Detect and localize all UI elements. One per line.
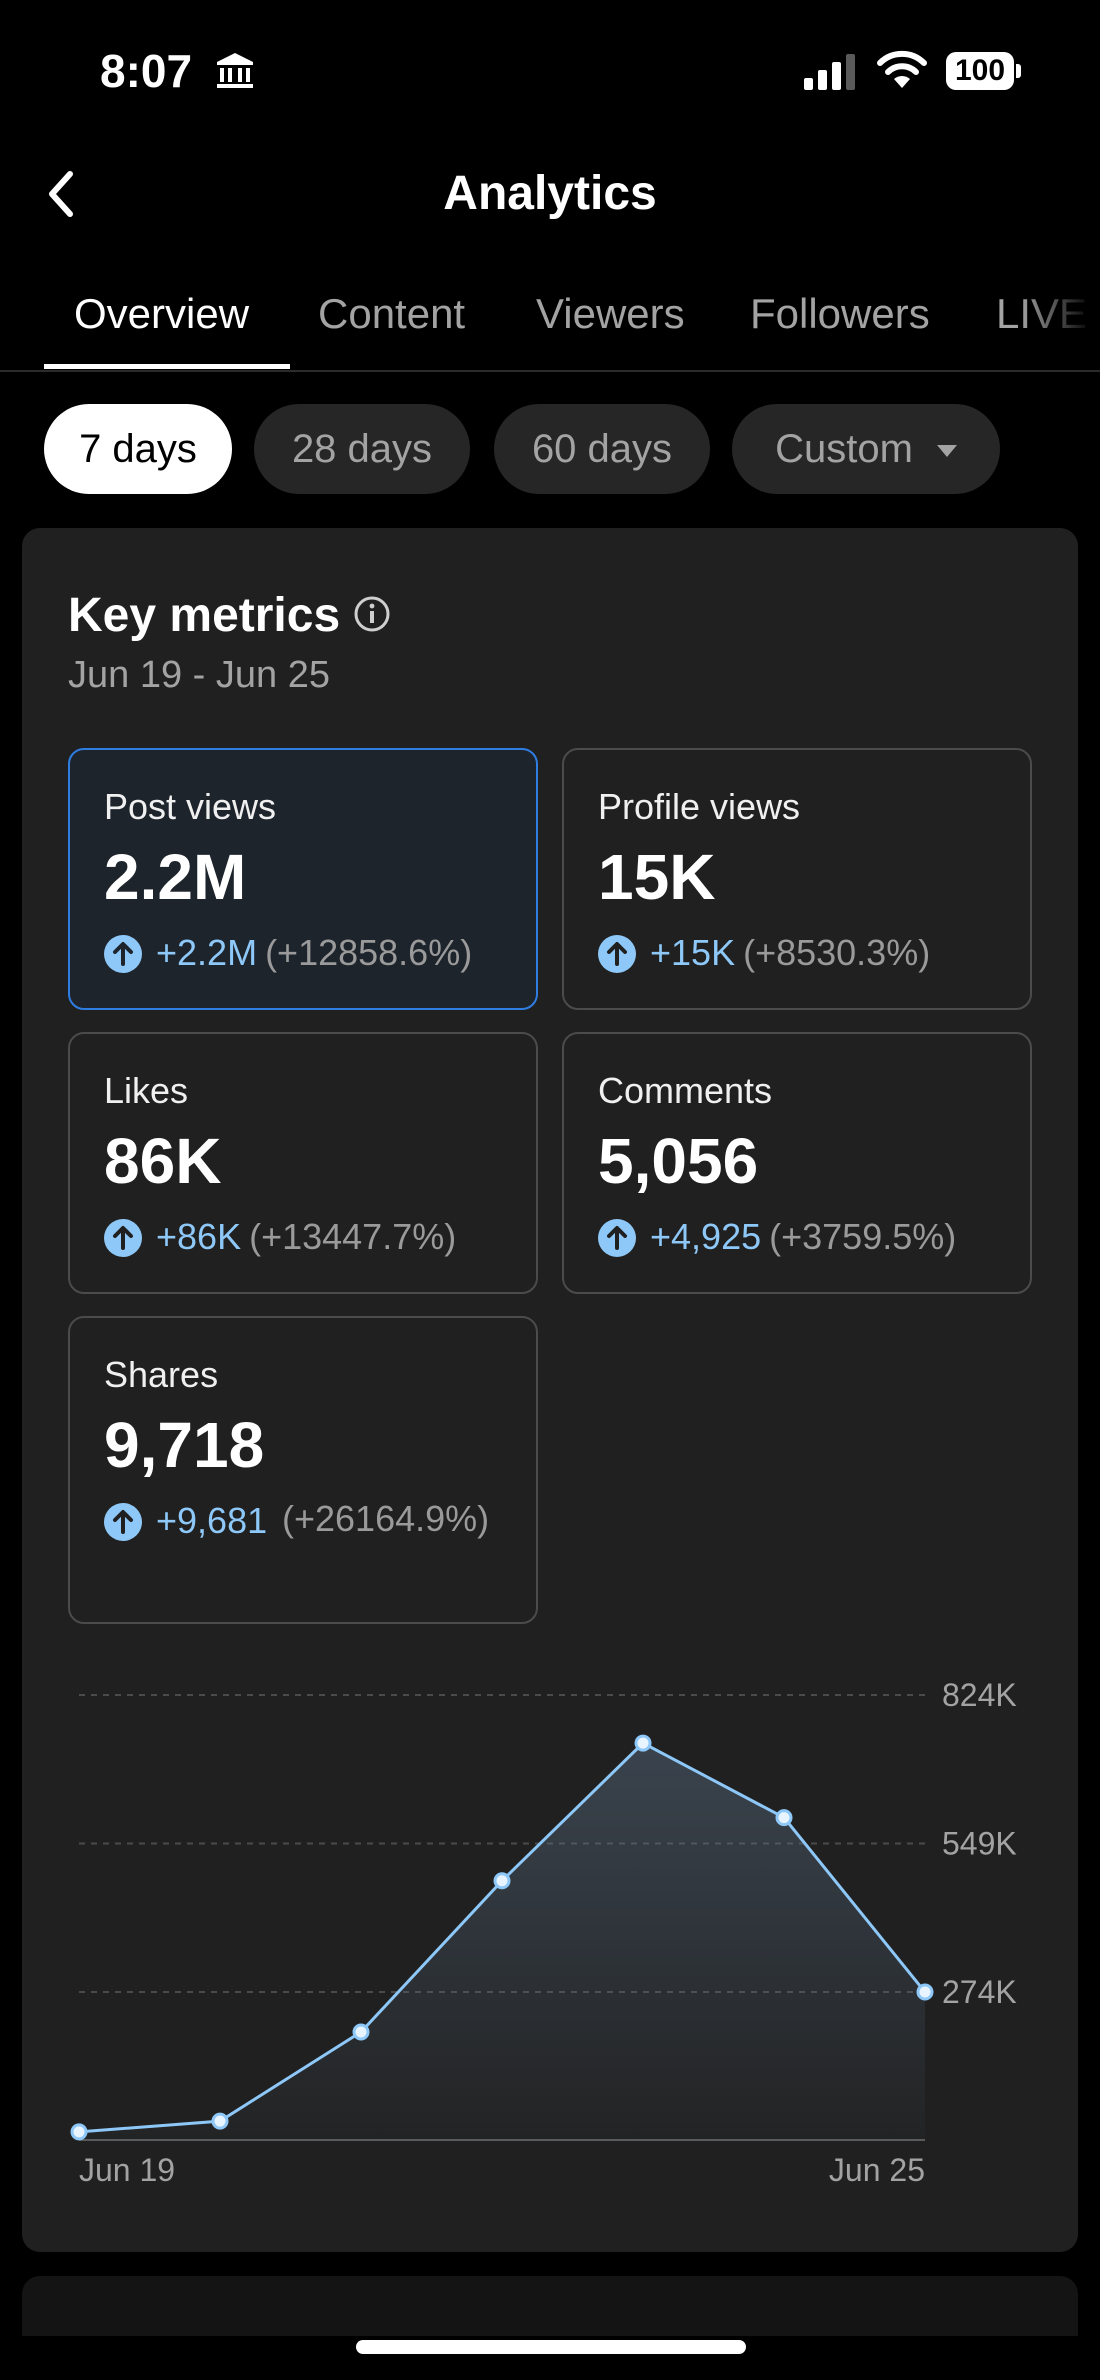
- arrow-up-circle-icon: [104, 1219, 142, 1257]
- tab-scroll-fade: [1020, 280, 1100, 370]
- metric-value: 15K: [598, 841, 716, 913]
- metric-value: 86K: [104, 1125, 222, 1197]
- metric-value: 9,718: [104, 1409, 265, 1481]
- date-range: Jun 19 - Jun 25: [68, 654, 330, 696]
- status-time: 8:07: [100, 45, 193, 97]
- page-title: Analytics: [443, 167, 657, 220]
- metric-delta: +9,681: [156, 1500, 268, 1541]
- key-metrics-card: Key metrics Jun 19 - Jun 25 Post views 2…: [22, 528, 1078, 2252]
- metric-percent: (+3759.5%): [769, 1216, 957, 1257]
- status-bar: 8:07 100: [0, 0, 1100, 140]
- metric-post-views[interactable]: Post views 2.2M +2.2M (+12858.6%): [68, 748, 538, 1010]
- battery-indicator: 100: [946, 52, 1022, 92]
- metric-comments[interactable]: Comments 5,056 +4,925 (+3759.5%): [562, 1032, 1032, 1294]
- period-28-days[interactable]: 28 days: [254, 404, 470, 494]
- chart-data-point: [916, 1983, 934, 2001]
- wifi-icon: [877, 50, 927, 88]
- chart-data-point: [775, 1809, 793, 1827]
- metric-label: Likes: [104, 1070, 189, 1111]
- chart-data-point: [352, 2023, 370, 2041]
- metric-delta: +15K: [650, 932, 736, 973]
- post-views-chart: 274K 549K 824K Jun 19 Jun 25: [70, 1677, 1017, 2188]
- chart-data-point: [70, 2123, 88, 2141]
- period-custom-dropdown[interactable]: Custom: [732, 404, 1000, 494]
- metric-change: +15K (+8530.3%): [598, 932, 930, 974]
- arrow-up-circle-icon: [598, 1219, 636, 1257]
- metric-percent: (+8530.3%): [743, 932, 931, 973]
- info-icon[interactable]: [352, 594, 392, 634]
- metric-change: +86K (+13447.7%): [104, 1216, 456, 1258]
- arrow-up-circle-icon: [104, 1503, 142, 1541]
- metric-label: Post views: [104, 786, 277, 827]
- arrow-up-circle-icon: [104, 935, 142, 973]
- chart-area: [79, 1743, 925, 2140]
- metric-label: Shares: [104, 1354, 219, 1395]
- metric-value: 2.2M: [104, 841, 247, 913]
- period-7-days[interactable]: 7 days: [44, 404, 232, 494]
- chart-data-point: [211, 2112, 229, 2130]
- key-metrics-title: Key metrics: [68, 589, 341, 642]
- active-tab-indicator: [44, 364, 290, 369]
- home-indicator: [356, 2340, 746, 2354]
- metric-change: +4,925 (+3759.5%): [598, 1216, 956, 1258]
- metric-label: Profile views: [598, 786, 801, 827]
- cellular-signal-icon: [804, 54, 855, 90]
- metric-value: 5,056: [598, 1125, 759, 1197]
- arrow-up-circle-icon: [598, 935, 636, 973]
- tab-viewers[interactable]: Viewers: [536, 290, 685, 337]
- metric-likes[interactable]: Likes 86K +86K (+13447.7%): [68, 1032, 538, 1294]
- chart-data-point: [634, 1734, 652, 1752]
- back-button[interactable]: [40, 160, 88, 228]
- battery-tip: [1016, 64, 1021, 78]
- period-60-days[interactable]: 60 days: [494, 404, 710, 494]
- chevron-down-icon: [936, 445, 957, 458]
- chart-y-tick-label: 549K: [942, 1826, 1017, 1862]
- metric-change: +2.2M (+12858.6%): [104, 932, 472, 974]
- next-card-edge: [22, 2276, 1078, 2336]
- metric-percent: (+26164.9%): [282, 1498, 490, 1539]
- battery-level: 100: [946, 52, 1014, 90]
- metric-profile-views[interactable]: Profile views 15K +15K (+8530.3%): [562, 748, 1032, 1010]
- metric-shares[interactable]: Shares 9,718 +9,681 (+26164.9%): [68, 1316, 538, 1624]
- chart-data-point: [493, 1872, 511, 1890]
- chart-x-tick-label: Jun 19: [79, 2152, 175, 2188]
- tab-content[interactable]: Content: [318, 290, 466, 337]
- tab-bar: Overview Content Viewers Followers LIVE: [0, 280, 1100, 372]
- chart-x-tick-label: Jun 25: [829, 2152, 925, 2188]
- tab-overview[interactable]: Overview: [74, 290, 250, 337]
- metric-label: Comments: [598, 1070, 773, 1111]
- metric-change: +9,681: [104, 1500, 267, 1542]
- chart-y-tick-label: 274K: [942, 1974, 1017, 2010]
- bank-icon: [217, 53, 253, 88]
- metric-percent: (+12858.6%): [265, 932, 473, 973]
- tab-followers[interactable]: Followers: [750, 290, 930, 337]
- metric-delta: +86K: [156, 1216, 242, 1257]
- metric-delta: +4,925: [650, 1216, 762, 1257]
- period-custom-label: Custom: [775, 427, 913, 471]
- chart-y-tick-label: 824K: [942, 1677, 1017, 1713]
- metric-delta: +2.2M: [156, 932, 258, 973]
- metric-percent: (+13447.7%): [249, 1216, 457, 1257]
